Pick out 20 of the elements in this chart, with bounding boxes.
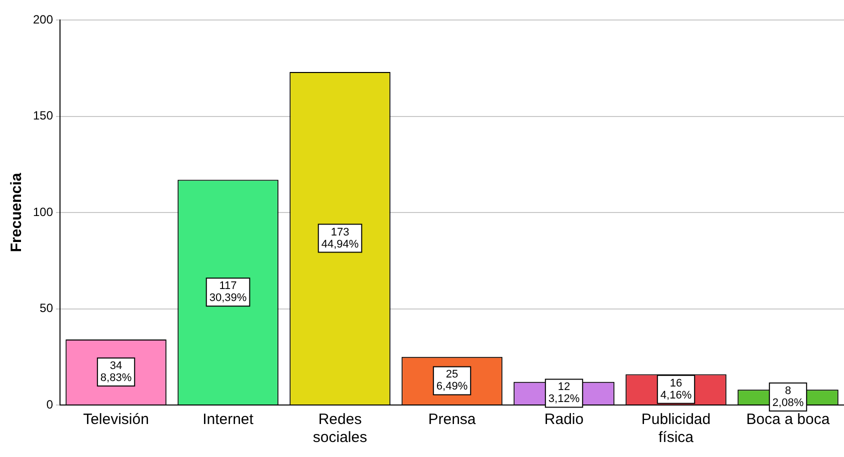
y-axis-title: Frecuencia — [8, 172, 26, 252]
x-tick-label: Radio — [544, 411, 584, 428]
data-label: 16 4,16% — [660, 377, 692, 402]
y-tick-label: 200 — [32, 12, 54, 26]
y-tick-label: 100 — [32, 204, 54, 219]
data-label: 34 8,83% — [100, 360, 132, 384]
y-tick-label: 50 — [40, 301, 54, 316]
y-tick-label: 150 — [32, 108, 54, 123]
x-tick-label: Boca a boca — [746, 411, 830, 428]
x-tick-label: Publicidad física — [641, 411, 711, 446]
data-label: 8 2,08% — [772, 385, 804, 410]
data-label: 25 6,49% — [436, 368, 468, 393]
x-tick-label: Televisión — [83, 411, 149, 428]
x-tick-label: Internet — [202, 411, 254, 428]
data-label: 173 44,94% — [321, 226, 359, 250]
x-tick-label: Redes sociales — [312, 411, 368, 446]
x-tick-label: Prensa — [428, 411, 476, 428]
y-tick-label: 0 — [46, 397, 54, 412]
data-label: 117 30,39% — [209, 280, 247, 304]
data-label: 12 3,12% — [548, 381, 580, 406]
